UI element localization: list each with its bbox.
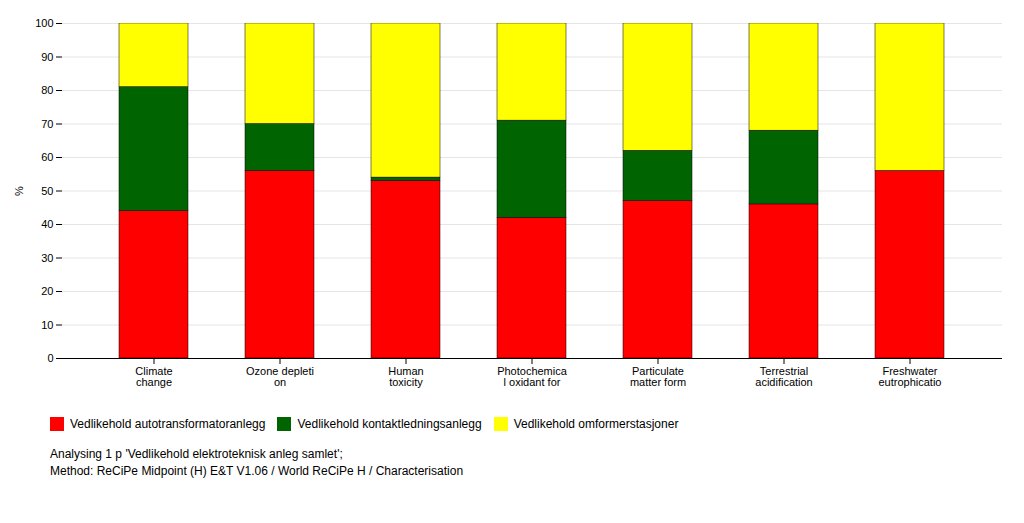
svg-text:Freshwatereutrophicatio: Freshwatereutrophicatio — [879, 365, 942, 388]
svg-text:Ozone depletion: Ozone depletion — [246, 365, 314, 388]
svg-text:30: 30 — [41, 252, 53, 264]
svg-text:50: 50 — [41, 185, 53, 197]
svg-text:Particulatematter form: Particulatematter form — [630, 365, 686, 388]
html-text:Method: ReCiPe Midpoint (H) E&: Method: ReCiPe Midpoint (H) E&T V1.06 / … — [50, 464, 464, 478]
svg-text:Photochemical oxidant for: Photochemical oxidant for — [497, 365, 568, 388]
html-text:Vedlikehold kontaktledningsanl: Vedlikehold kontaktledningsanlegg — [297, 416, 482, 431]
svg-text:0: 0 — [47, 352, 53, 364]
svg-text:20: 20 — [41, 285, 53, 297]
svg-text:%: % — [13, 186, 25, 196]
svg-text:90: 90 — [41, 51, 53, 63]
svg-text:40: 40 — [41, 218, 53, 230]
svg-text:100: 100 — [35, 17, 53, 29]
html-text:Vedlikehold autotransformatora: Vedlikehold autotransformatoranlegg — [70, 416, 266, 431]
svg-text:70: 70 — [41, 118, 53, 130]
svg-text:Humantoxicity: Humantoxicity — [388, 365, 423, 388]
html-text:Analysing 1 p 'Vedlikehold ele: Analysing 1 p 'Vedlikehold elektroteknis… — [50, 447, 343, 461]
svg-text:Climatechange: Climatechange — [135, 365, 172, 388]
svg-text:Terrestrialacidification: Terrestrialacidification — [755, 365, 812, 388]
svg-text:60: 60 — [41, 151, 53, 163]
svg-text:80: 80 — [41, 84, 53, 96]
html-text:Vedlikehold omformerstasjoner: Vedlikehold omformerstasjoner — [513, 416, 679, 431]
svg-text:10: 10 — [41, 319, 53, 331]
